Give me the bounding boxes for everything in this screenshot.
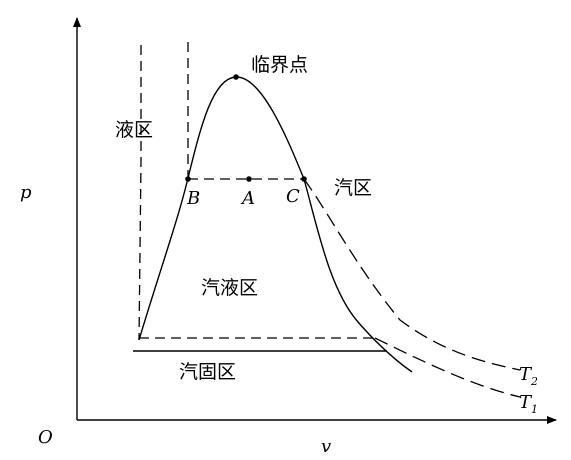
critical-point-label: 临界点 bbox=[251, 54, 308, 76]
point-b-dot bbox=[185, 176, 191, 182]
vapor-liquid-region-label: 汽液区 bbox=[201, 277, 258, 299]
isotherm-t1-label: T1 bbox=[519, 392, 538, 416]
saturation-dome bbox=[138, 76, 413, 373]
origin-label: O bbox=[38, 427, 53, 448]
isotherm-t2 bbox=[303, 178, 521, 371]
vapor-region-label: 汽区 bbox=[334, 177, 372, 199]
point-a-dot bbox=[246, 176, 252, 182]
vapor-solid-region-label: 汽固区 bbox=[179, 361, 236, 383]
point-c-label: C bbox=[286, 186, 300, 207]
point-a-label: A bbox=[240, 188, 255, 209]
liquid-region-label: 液区 bbox=[115, 119, 153, 141]
critical-point-dot bbox=[233, 74, 239, 80]
y-axis-label: p bbox=[20, 182, 32, 203]
isotherm-t1 bbox=[374, 337, 521, 398]
point-c-dot bbox=[301, 176, 307, 182]
isotherm-t2-label: T2 bbox=[519, 364, 538, 388]
liquid-boundary-left bbox=[138, 45, 142, 341]
point-b-label: B bbox=[186, 188, 200, 209]
x-axis-label: v bbox=[321, 436, 331, 457]
